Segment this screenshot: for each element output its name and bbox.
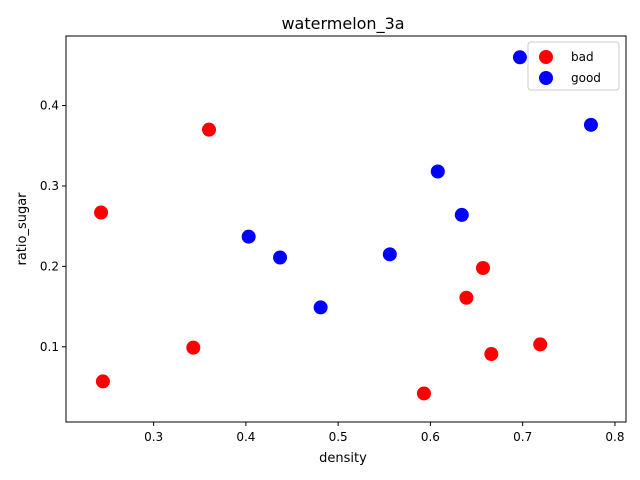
y-tick-label: 0.2 bbox=[40, 259, 59, 273]
data-point-good bbox=[241, 229, 256, 244]
data-point-bad bbox=[533, 337, 548, 352]
data-point-bad bbox=[95, 374, 110, 389]
data-point-good bbox=[313, 300, 328, 315]
x-axis-label: density bbox=[319, 451, 367, 466]
data-point-bad bbox=[416, 386, 431, 401]
axis-ticks: 0.3 0.4 0.5 0.6 0.7 0.8 0.1 0.2 0.3 0.4 bbox=[40, 99, 625, 444]
data-points bbox=[94, 50, 598, 401]
y-tick-label: 0.3 bbox=[40, 179, 59, 193]
x-tick-label: 0.5 bbox=[329, 430, 348, 444]
data-point-good bbox=[273, 250, 288, 265]
x-tick-label: 0.8 bbox=[605, 430, 624, 444]
y-axis-label: ratio_sugar bbox=[15, 192, 30, 266]
data-point-bad bbox=[201, 122, 216, 137]
y-tick-label: 0.1 bbox=[40, 340, 59, 354]
data-point-bad bbox=[459, 290, 474, 305]
data-point-good bbox=[512, 50, 527, 65]
legend-marker-bad bbox=[539, 50, 553, 64]
chart-title: watermelon_3a bbox=[281, 14, 404, 34]
legend-label-bad: bad bbox=[571, 50, 594, 64]
x-tick-label: 0.7 bbox=[513, 430, 532, 444]
legend: bad good bbox=[527, 41, 620, 91]
data-point-good bbox=[454, 207, 469, 222]
x-tick-label: 0.4 bbox=[236, 430, 255, 444]
legend-marker-good bbox=[539, 71, 553, 85]
data-point-bad bbox=[186, 340, 201, 355]
x-tick-label: 0.6 bbox=[421, 430, 440, 444]
x-tick-label: 0.3 bbox=[144, 430, 163, 444]
legend-label-good: good bbox=[571, 71, 601, 85]
data-point-good bbox=[583, 117, 598, 132]
data-point-bad bbox=[476, 261, 491, 276]
data-point-bad bbox=[94, 205, 109, 220]
data-point-good bbox=[430, 164, 445, 179]
data-point-bad bbox=[484, 347, 499, 362]
y-tick-label: 0.4 bbox=[40, 99, 59, 113]
data-point-good bbox=[382, 247, 397, 262]
plot-frame bbox=[65, 35, 627, 423]
